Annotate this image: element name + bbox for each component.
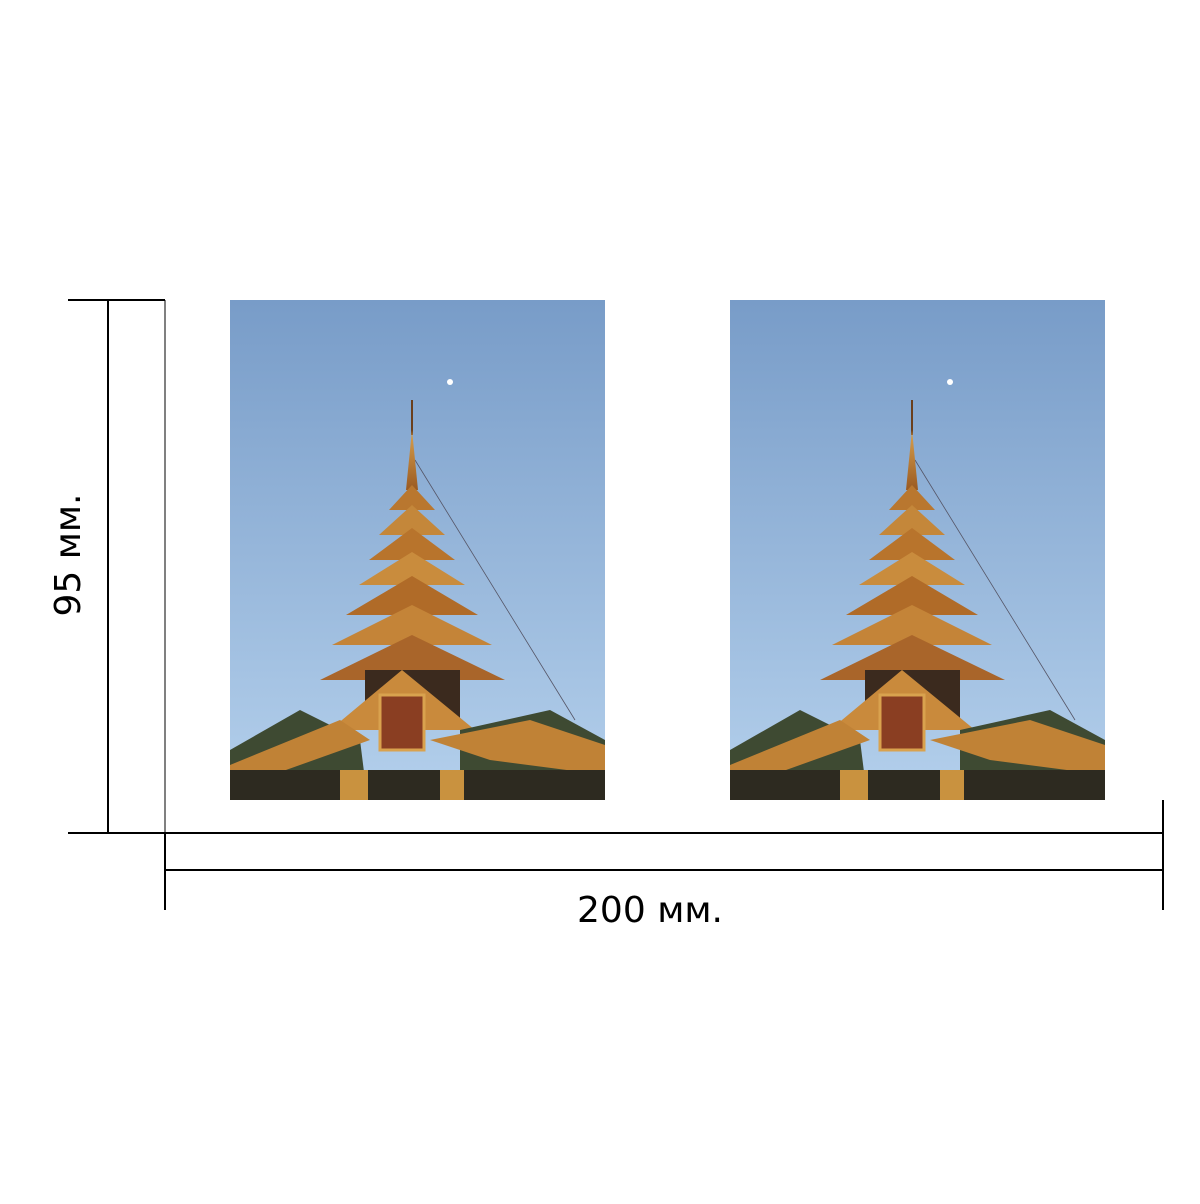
height-label: 95 мм. [48,493,89,616]
product-photo [728,298,1107,802]
product-photo [228,298,607,802]
height-dimension: 95 мм. [48,299,166,834]
width-dimension: 200 мм. [164,800,1164,931]
width-label: 200 мм. [577,890,723,931]
